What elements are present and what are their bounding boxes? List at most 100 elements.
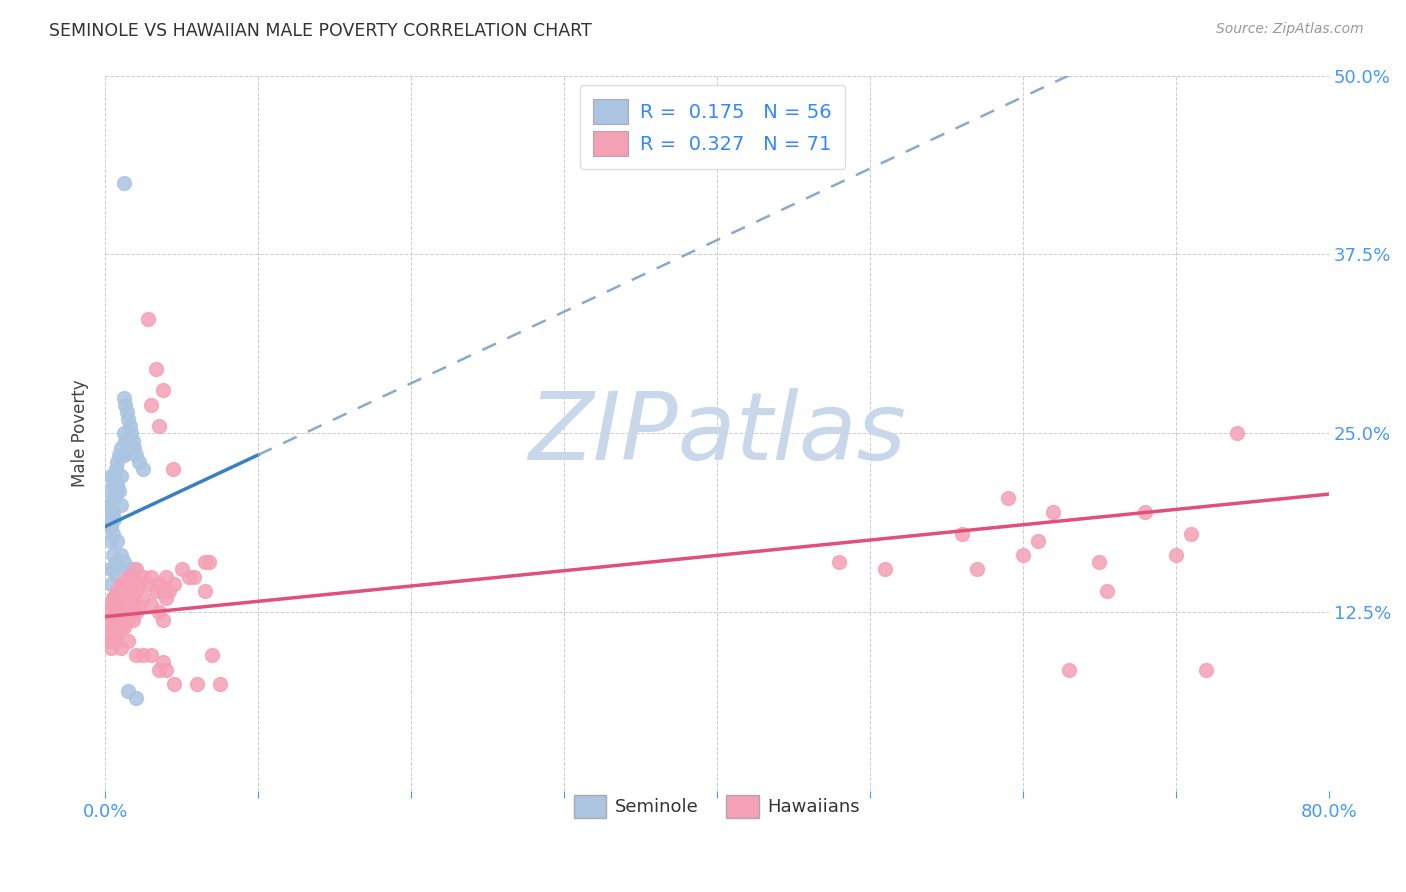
Point bbox=[120, 583, 142, 598]
Point bbox=[101, 613, 124, 627]
Point bbox=[104, 591, 127, 605]
Point bbox=[1042, 505, 1064, 519]
Point bbox=[101, 591, 124, 605]
Point bbox=[145, 362, 167, 376]
Point bbox=[104, 634, 127, 648]
Point bbox=[121, 569, 143, 583]
Point bbox=[114, 583, 136, 598]
Point bbox=[121, 434, 143, 448]
Point bbox=[136, 576, 159, 591]
Point bbox=[1057, 663, 1080, 677]
Point bbox=[122, 441, 145, 455]
Point bbox=[117, 434, 139, 448]
Point bbox=[1226, 426, 1249, 441]
Point bbox=[115, 405, 138, 419]
Point bbox=[1088, 555, 1111, 569]
Point bbox=[125, 605, 148, 619]
Point bbox=[100, 598, 122, 612]
Point bbox=[125, 691, 148, 706]
Point bbox=[101, 526, 124, 541]
Point bbox=[98, 627, 121, 641]
Point bbox=[112, 555, 135, 569]
Point bbox=[152, 384, 174, 398]
Point bbox=[139, 569, 162, 583]
Point bbox=[1135, 505, 1157, 519]
Point bbox=[100, 533, 122, 548]
Point bbox=[107, 569, 129, 583]
Point bbox=[145, 583, 167, 598]
Point bbox=[103, 469, 125, 483]
Text: SEMINOLE VS HAWAIIAN MALE POVERTY CORRELATION CHART: SEMINOLE VS HAWAIIAN MALE POVERTY CORREL… bbox=[49, 22, 592, 40]
Point bbox=[97, 634, 120, 648]
Point bbox=[101, 476, 124, 491]
Point bbox=[110, 441, 132, 455]
Point bbox=[108, 620, 131, 634]
Point bbox=[121, 613, 143, 627]
Point bbox=[96, 505, 118, 519]
Point bbox=[103, 598, 125, 612]
Point bbox=[132, 569, 155, 583]
Point bbox=[111, 605, 134, 619]
Point bbox=[115, 598, 138, 612]
Point bbox=[118, 576, 141, 591]
Point bbox=[103, 512, 125, 526]
Point bbox=[112, 620, 135, 634]
Point bbox=[103, 491, 125, 505]
Point bbox=[101, 562, 124, 576]
Point bbox=[111, 583, 134, 598]
Point bbox=[98, 519, 121, 533]
Point bbox=[115, 576, 138, 591]
Point bbox=[117, 634, 139, 648]
Text: Source: ZipAtlas.com: Source: ZipAtlas.com bbox=[1216, 22, 1364, 37]
Point bbox=[101, 634, 124, 648]
Point bbox=[118, 598, 141, 612]
Point bbox=[136, 311, 159, 326]
Point bbox=[194, 555, 217, 569]
Point bbox=[118, 419, 141, 434]
Point bbox=[107, 476, 129, 491]
Point bbox=[198, 555, 221, 569]
Point bbox=[163, 576, 186, 591]
Point bbox=[155, 663, 177, 677]
Point bbox=[98, 505, 121, 519]
Point bbox=[107, 627, 129, 641]
Point bbox=[152, 656, 174, 670]
Point bbox=[100, 620, 122, 634]
Point bbox=[100, 519, 122, 533]
Point bbox=[139, 648, 162, 663]
Point bbox=[139, 398, 162, 412]
Point bbox=[155, 591, 177, 605]
Point bbox=[152, 583, 174, 598]
Point bbox=[114, 605, 136, 619]
Point bbox=[100, 641, 122, 656]
Point bbox=[128, 598, 150, 612]
Point bbox=[1095, 583, 1118, 598]
Point bbox=[179, 569, 201, 583]
Point bbox=[117, 591, 139, 605]
Point bbox=[1026, 533, 1049, 548]
Point bbox=[163, 677, 186, 691]
Point bbox=[112, 176, 135, 190]
Point bbox=[128, 576, 150, 591]
Point bbox=[155, 569, 177, 583]
Point bbox=[101, 505, 124, 519]
Point bbox=[117, 412, 139, 426]
Point bbox=[112, 576, 135, 591]
Point bbox=[108, 483, 131, 498]
Point bbox=[112, 391, 135, 405]
Point bbox=[148, 576, 170, 591]
Point bbox=[107, 455, 129, 469]
Point bbox=[148, 419, 170, 434]
Point bbox=[122, 598, 145, 612]
Point bbox=[98, 562, 121, 576]
Point bbox=[162, 462, 184, 476]
Point bbox=[125, 583, 148, 598]
Point bbox=[208, 677, 231, 691]
Point bbox=[98, 483, 121, 498]
Point bbox=[110, 469, 132, 483]
Point bbox=[117, 613, 139, 627]
Point bbox=[139, 598, 162, 612]
Point bbox=[107, 605, 129, 619]
Point bbox=[186, 677, 208, 691]
Point bbox=[114, 398, 136, 412]
